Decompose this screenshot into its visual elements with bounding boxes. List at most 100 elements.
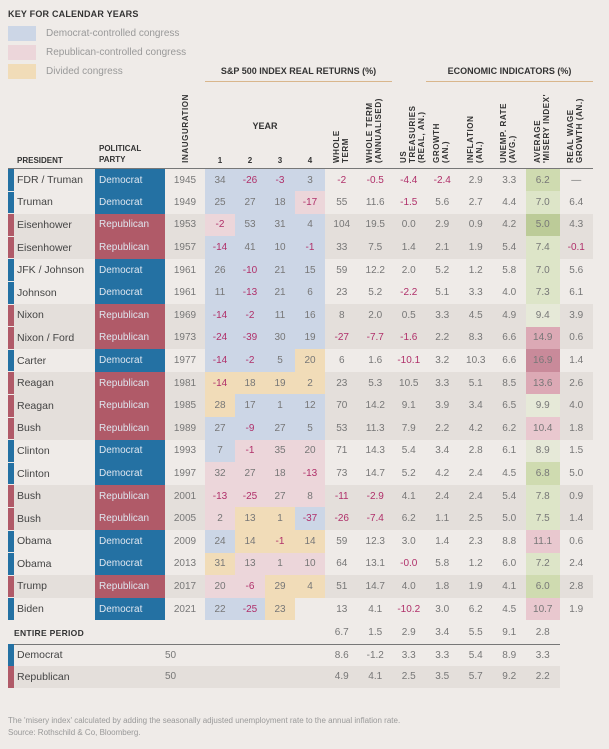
- party-cell: Republican: [95, 394, 165, 418]
- blank: [205, 644, 325, 667]
- inauguration-year: 1953: [165, 213, 205, 237]
- whole-term: 59: [325, 530, 359, 553]
- growth: 3.4: [425, 439, 459, 463]
- annualised: 11.6: [358, 191, 392, 214]
- header-growth: GROWTH (AN.): [425, 88, 459, 169]
- treasuries: -0.0: [392, 552, 426, 576]
- whole-term: 13: [325, 597, 359, 621]
- year-3-return: 11: [265, 304, 295, 327]
- growth: 3.9: [425, 394, 459, 418]
- president-name: Truman: [14, 191, 95, 214]
- real-wage: 5.0: [559, 462, 593, 485]
- party-color-bar: [8, 530, 14, 554]
- unemp: 4.5: [492, 462, 526, 485]
- growth: 4.2: [425, 462, 459, 485]
- president-name: Obama: [14, 552, 95, 576]
- inauguration-year: 1961: [165, 258, 205, 282]
- year-4-return: 6: [295, 281, 325, 305]
- whole-term: 59: [325, 258, 359, 282]
- year-3-return: 27: [265, 484, 295, 508]
- year-4-return: 20: [295, 439, 325, 463]
- year-3-return: 31: [265, 213, 295, 237]
- president-name: Bush: [14, 417, 95, 440]
- annualised: 12.2: [358, 258, 392, 282]
- year-2-return: -9: [235, 417, 265, 440]
- group-econ: ECONOMIC INDICATORS (%): [426, 66, 593, 82]
- president-name: Biden: [14, 597, 95, 621]
- unemp: 5.4: [492, 236, 526, 259]
- table-row: Reagan Republican 1981 -14 18 19 2 23 5.3 10.5 3.3…: [8, 371, 593, 395]
- year-4-return: 3: [295, 168, 325, 192]
- year-3-return: 19: [265, 371, 295, 395]
- inflation: 2.9: [459, 168, 493, 192]
- unemp: 6.6: [492, 349, 526, 372]
- unemp: 5.0: [492, 507, 526, 530]
- party-cell: Democrat: [95, 439, 165, 463]
- misery: 6.8: [526, 462, 560, 485]
- inflation: 2.4: [459, 484, 493, 508]
- year-2-return: -25: [235, 484, 265, 508]
- year-1-return: 20: [205, 575, 235, 598]
- year-3-return: 18: [265, 191, 295, 214]
- year-4-return: -17: [295, 191, 325, 214]
- year-2-return: -39: [235, 326, 265, 350]
- data-table: PRESIDENT POLITICAL PARTY INAUGURATION Y…: [8, 88, 593, 621]
- annualised: 14.7: [358, 462, 392, 485]
- growth: 2.2: [425, 326, 459, 350]
- real-wage: 1.9: [559, 597, 593, 621]
- real-wage: 6.4: [559, 191, 593, 214]
- inflation: 5.1: [459, 371, 493, 395]
- blank: [205, 666, 325, 688]
- year-2-return: 53: [235, 213, 265, 237]
- party-cell: Republican: [95, 326, 165, 350]
- year-1-return: -14: [205, 371, 235, 395]
- misery: 13.6: [526, 371, 560, 395]
- misery: 8.9: [526, 439, 560, 463]
- misery: 14.9: [526, 326, 560, 350]
- inauguration-year: 1949: [165, 191, 205, 214]
- year-4-return: 4: [295, 575, 325, 598]
- inflation: 3.3: [459, 281, 493, 305]
- header-row: PRESIDENT POLITICAL PARTY INAUGURATION Y…: [8, 88, 593, 169]
- summary-value: 4.9: [325, 666, 359, 688]
- unemp: 8.8: [492, 530, 526, 553]
- inauguration-year: 2013: [165, 552, 205, 576]
- whole-term: 8: [325, 304, 359, 327]
- year-1-return: 31: [205, 552, 235, 576]
- summary-value: 3.3: [425, 644, 459, 667]
- year-2-return: -25: [235, 597, 265, 621]
- party-color-bar: [8, 552, 14, 576]
- party-color-bar: [8, 168, 14, 192]
- whole-term: 64: [325, 552, 359, 576]
- inflation: 2.4: [459, 462, 493, 485]
- summary-value: 8.6: [325, 644, 359, 667]
- year-1-return: -14: [205, 349, 235, 372]
- misery: 7.2: [526, 552, 560, 576]
- table-row: Truman Democrat 1949 25 27 18 -17 55 11.6 -1.5 5.6…: [8, 191, 593, 215]
- annualised: 2.0: [358, 304, 392, 327]
- key-divided: Divided congress: [8, 64, 123, 79]
- party-cell: Republican: [95, 213, 165, 237]
- blank: [560, 622, 594, 644]
- key-swatch: [8, 26, 36, 41]
- growth: 1.1: [425, 507, 459, 530]
- table-row: Obama Democrat 2009 24 14 -1 14 59 12.3 3.0 1.4 2.3…: [8, 530, 593, 554]
- year-1-return: 7: [205, 439, 235, 463]
- real-wage: 6.1: [559, 281, 593, 305]
- real-wage: 2.6: [559, 371, 593, 395]
- year-4-return: 15: [295, 258, 325, 282]
- key-label: Divided congress: [46, 66, 123, 77]
- key-republican: Republican-controlled congress: [8, 45, 186, 60]
- treasuries: -2.2: [392, 281, 426, 305]
- summary-row: Democrat 50 8.6 -1.2 3.3 3.3 5.4 8.9 3.3: [8, 644, 593, 667]
- summary-value: 3.4: [425, 622, 459, 645]
- table-row: Bush Republican 2001 -13 -25 27 8 -11 -2.9 4.1 2.4…: [8, 484, 593, 508]
- year-4-return: 4: [295, 213, 325, 237]
- unemp: 6.0: [492, 552, 526, 576]
- year-2-return: 13: [235, 552, 265, 576]
- treasuries: -1.6: [392, 326, 426, 350]
- summary-value: 2.9: [392, 622, 426, 645]
- real-wage: 4.0: [559, 394, 593, 418]
- header-party: POLITICAL PARTY: [95, 88, 165, 169]
- inauguration-year: 2021: [165, 597, 205, 621]
